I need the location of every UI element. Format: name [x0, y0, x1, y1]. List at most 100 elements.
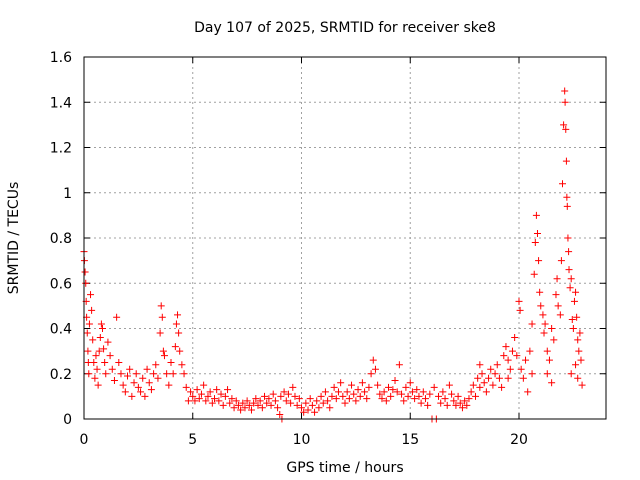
data-point: [485, 374, 493, 382]
data-point: [163, 370, 171, 378]
data-point: [441, 395, 449, 403]
data-point: [406, 379, 414, 387]
data-point: [578, 381, 586, 389]
data-point: [387, 392, 395, 400]
data-point: [480, 379, 488, 387]
data-point: [516, 306, 524, 314]
data-point: [315, 404, 323, 412]
data-point: [524, 388, 532, 396]
data-point: [293, 401, 301, 409]
data-point: [435, 392, 443, 400]
data-point: [437, 399, 445, 407]
data-point: [284, 390, 292, 398]
data-point: [211, 395, 218, 403]
data-point: [563, 193, 571, 201]
data-point: [567, 370, 575, 378]
data-point: [560, 121, 568, 129]
data-point: [515, 297, 523, 305]
y-tick-label: 1.6: [50, 50, 72, 66]
y-tick-label: 0.8: [50, 231, 72, 247]
data-point: [217, 390, 225, 398]
data-point: [90, 358, 98, 366]
data-point: [265, 395, 273, 403]
data-point: [115, 358, 123, 366]
y-tick-label: 0.2: [50, 367, 72, 383]
data-point: [526, 347, 534, 355]
data-point: [574, 336, 582, 344]
data-point: [511, 334, 519, 342]
data-point: [328, 392, 336, 400]
data-point: [87, 291, 95, 299]
data-point: [247, 406, 255, 414]
data-point: [576, 329, 584, 337]
data-point: [498, 383, 506, 391]
data-point: [476, 361, 484, 369]
data-point: [108, 365, 116, 373]
data-point: [304, 406, 312, 414]
data-point: [280, 388, 288, 396]
data-point: [541, 320, 549, 328]
data-point: [254, 401, 262, 409]
data-point: [439, 388, 447, 396]
data-point: [130, 379, 138, 387]
data-point: [562, 125, 570, 133]
data-point: [191, 397, 199, 405]
data-point: [119, 381, 127, 389]
x-tick-label: 15: [401, 432, 419, 448]
data-point: [561, 98, 569, 106]
data-point: [528, 370, 536, 378]
data-point: [228, 395, 236, 403]
data-point: [385, 383, 392, 391]
data-point: [243, 397, 251, 405]
data-point: [204, 392, 212, 400]
data-point: [378, 395, 386, 403]
data-point: [245, 401, 253, 409]
data-point: [572, 288, 580, 296]
data-point: [570, 297, 578, 305]
data-point: [141, 392, 149, 400]
data-point: [302, 399, 310, 407]
data-point: [395, 361, 403, 369]
data-point: [137, 388, 145, 396]
data-point: [474, 374, 482, 382]
data-point: [154, 374, 162, 382]
data-point: [472, 392, 479, 400]
data-point: [171, 343, 179, 351]
y-tick-label: 1.4: [50, 95, 72, 111]
data-point: [82, 279, 90, 287]
data-point: [517, 365, 525, 373]
data-point: [95, 347, 103, 355]
data-point: [358, 379, 366, 387]
chart-title: Day 107 of 2025, SRMTID for receiver ske…: [194, 20, 496, 36]
data-point: [391, 377, 399, 385]
data-point: [543, 347, 551, 355]
data-point: [94, 381, 102, 389]
data-point: [482, 388, 490, 396]
data-point: [573, 313, 581, 321]
data-point: [150, 370, 158, 378]
data-point: [197, 390, 205, 398]
data-point: [528, 320, 536, 328]
data-point: [569, 325, 577, 332]
data-point: [553, 275, 561, 283]
data-point: [502, 343, 510, 351]
data-point: [365, 383, 373, 391]
data-point: [208, 399, 216, 407]
data-point: [317, 392, 325, 400]
data-point: [417, 399, 425, 407]
data-point: [348, 381, 356, 389]
y-axis-label: SRMTID / TECUs: [6, 182, 22, 295]
data-point: [393, 388, 401, 396]
data-point: [143, 365, 151, 373]
data-point: [334, 388, 342, 396]
data-point: [172, 320, 180, 328]
data-point: [376, 390, 384, 398]
data-point: [452, 401, 460, 409]
data-point: [443, 401, 451, 409]
data-point: [282, 397, 290, 405]
data-point: [291, 392, 299, 400]
data-point: [424, 401, 432, 409]
data-point: [330, 383, 338, 391]
data-point: [178, 361, 186, 369]
